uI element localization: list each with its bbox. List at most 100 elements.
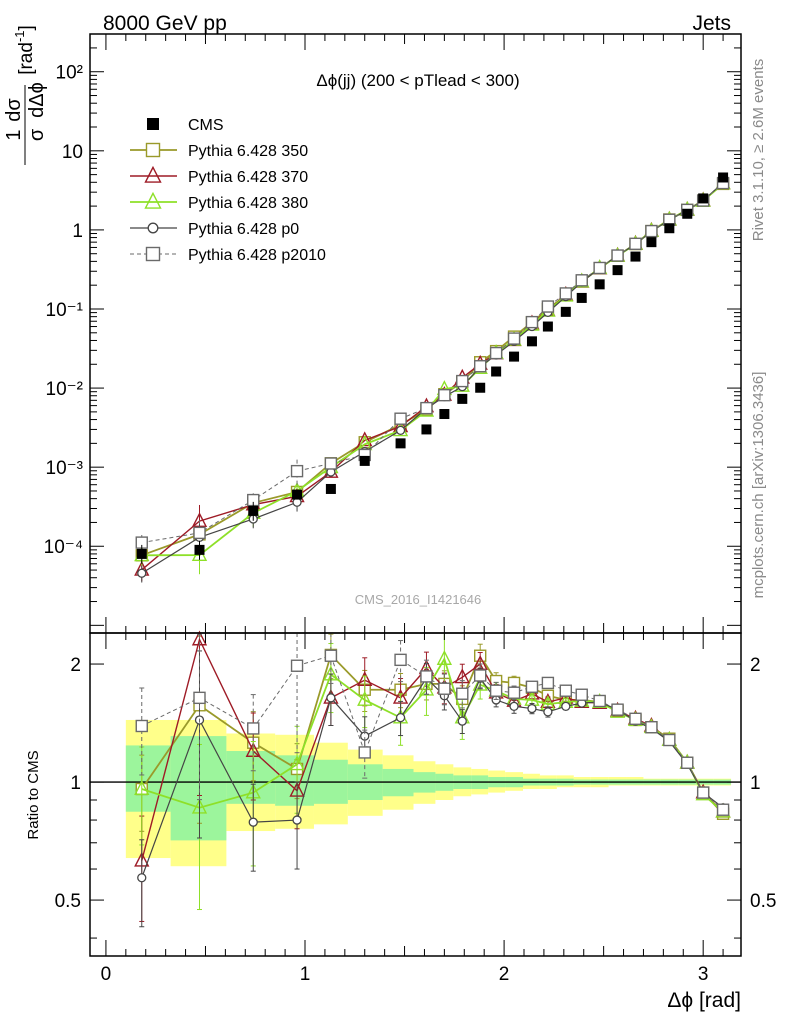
series-5-point [575, 274, 588, 287]
x-tick-label: 3 [698, 964, 709, 985]
data-point [292, 489, 303, 500]
series-5-ratio-point [456, 687, 469, 700]
series-3-ratio-point [472, 675, 488, 691]
series-5-ratio-point [507, 686, 521, 699]
series-4-ratio-point [509, 701, 519, 711]
series-5-ratio-point [358, 746, 371, 759]
stat-band-bin [226, 751, 276, 804]
series-5-ratio-point [324, 649, 338, 662]
data-point [698, 193, 709, 204]
data-point [248, 505, 259, 516]
series-4-ratio-point [248, 817, 258, 827]
data-point [475, 382, 486, 393]
ratio-axis-title: Ratio to CMS [25, 750, 42, 839]
series-5-ratio-point [593, 694, 606, 708]
x-axis-title: Δϕ [rad] [667, 989, 741, 1012]
series-4-ratio-point [292, 815, 302, 825]
header-left: 8000 GeV pp [103, 12, 227, 35]
y-tick-label: 10⁻⁴ [44, 537, 83, 558]
series-5-ratio-point [696, 786, 710, 799]
series-5-point [593, 261, 606, 275]
series-4-ratio-point [561, 701, 571, 711]
y-tick-label: 10⁻¹ [46, 300, 84, 321]
ratio-tick-label-left: 2 [70, 655, 81, 676]
data-point [457, 393, 468, 404]
data-point [325, 483, 336, 494]
stat-band-bin [170, 736, 227, 841]
data-point [526, 336, 537, 347]
legend-label-series-5: Pythia 6.428 p2010 [188, 247, 326, 264]
series-5-point [611, 249, 624, 262]
y-tick-label: 10⁻³ [46, 458, 84, 479]
series-5-ratio-point [489, 684, 503, 697]
ratio-tick-label-right: 1 [750, 773, 761, 794]
legend-marker-series-5 [145, 246, 161, 262]
data-point [509, 351, 520, 362]
data-point [612, 265, 623, 276]
legend-marker-series-4 [147, 222, 159, 234]
series-5-ratio-point [663, 733, 676, 747]
series-4-ratio-point [457, 716, 467, 726]
ratio-panel: 0 1 2 3 0.5 0.5 1 1 2 2 Ratio to CMS [25, 630, 776, 985]
series-5-ratio-point [629, 712, 642, 725]
svg-text:dΔϕ: dΔϕ [26, 82, 48, 118]
series-5-point [324, 457, 338, 470]
data-point [136, 548, 147, 559]
data-point [194, 544, 205, 555]
series-5-ratio-point [247, 722, 260, 735]
svg-text:1: 1 [3, 129, 25, 140]
y-tick-label: 10² [56, 63, 83, 84]
ratio-tick-label-right: 2 [750, 655, 761, 676]
series-5-point [629, 237, 642, 251]
legend-marker-series-1 [145, 142, 161, 158]
rivet-label: Rivet 3.1.10, ≥ 2.6M events [750, 59, 767, 242]
series-5-ratio-point [559, 684, 573, 697]
analysis-watermark: CMS_2016_I1421646 [355, 592, 482, 607]
data-point [664, 223, 675, 234]
series-5-point [525, 315, 539, 329]
x-tick-label: 1 [300, 964, 311, 985]
data-point [594, 279, 605, 290]
data-point [491, 366, 502, 377]
legend-label-series-4: Pythia 6.428 p0 [188, 221, 299, 238]
series-3-ratio-point [436, 649, 453, 665]
data-point [421, 424, 432, 435]
series-5-point [559, 287, 573, 300]
series-4-point [137, 568, 147, 578]
series-5-ratio-point [575, 688, 588, 701]
series-5-point [420, 401, 433, 415]
series-5-ratio-point [645, 721, 658, 734]
series-5-ratio-point [394, 653, 407, 667]
svg-text:[rad-1]: [rad-1] [12, 25, 37, 75]
legend-label-series-1: Pythia 6.428 350 [188, 143, 308, 160]
series-5-point [507, 332, 521, 345]
svg-text:σ: σ [26, 128, 48, 141]
series-5-point [438, 388, 451, 402]
ratio-tick-label-left: 0.5 [55, 891, 81, 912]
series-5-ratio-point [193, 691, 206, 705]
ratio-tick-label-left: 1 [70, 773, 81, 794]
x-tick-label: 0 [101, 964, 112, 985]
data-point [542, 321, 553, 332]
series-5-point [541, 300, 555, 313]
legend-label-series-3: Pythia 6.428 380 [188, 195, 308, 212]
legend-marker-series-2 [144, 165, 162, 183]
ratio-tick-label-right: 0.5 [750, 891, 776, 912]
svg-text:dσ: dσ [3, 98, 25, 122]
y-axis-title: 1 dσ σ dΔϕ [rad-1] [3, 25, 48, 165]
data-point [718, 172, 729, 183]
data-point [560, 306, 571, 317]
series-3-ratio-point [289, 755, 305, 771]
data-point [395, 438, 406, 449]
series-3-ratio-point [357, 690, 373, 706]
series-5-ratio-point [541, 676, 555, 690]
series-5-point [645, 224, 658, 238]
legend-label-series-2: Pythia 6.428 370 [188, 169, 308, 186]
series-5-ratio-point [135, 719, 148, 733]
series-5-point [456, 374, 469, 388]
series-3-ratio-point [134, 779, 150, 795]
ratio-frame [89, 632, 742, 957]
series-4-ratio-point [527, 703, 537, 714]
series-5-point [193, 526, 206, 540]
series-5-point [489, 346, 503, 360]
